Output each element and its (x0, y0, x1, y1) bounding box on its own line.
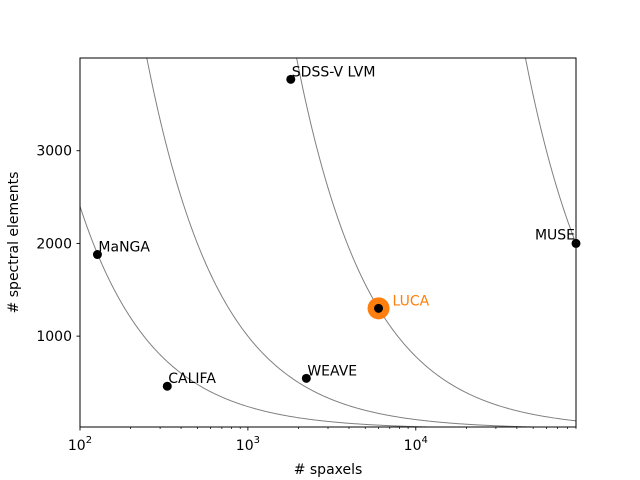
point-califa (162, 381, 172, 391)
y-tick-label: 2000 (36, 236, 72, 252)
point-sdss-v-lvm (286, 74, 296, 84)
x-tick-label: 102 (68, 435, 92, 454)
y-tick-label: 3000 (36, 144, 72, 160)
x-axis-label: # spaxels (294, 462, 363, 478)
x-tick-label: 103 (236, 435, 260, 454)
point-luca (374, 303, 384, 313)
iso-curve-4 (524, 58, 576, 244)
point-label-sdss-v-lvm: SDSS-V LVM (292, 64, 376, 80)
point-label-manga: MaNGA (98, 240, 150, 256)
y-tick-label: 1000 (36, 329, 72, 345)
x-axis-ticks: 102 103 104 (68, 427, 577, 454)
iso-curve-3 (296, 58, 576, 422)
y-axis-label: # spectral elements (6, 172, 22, 314)
point-label-weave: WEAVE (307, 363, 357, 379)
iso-curve-2 (146, 58, 557, 427)
y-axis-ticks: 1000 2000 3000 (36, 144, 80, 345)
point-weave (301, 373, 311, 383)
iso-curves (80, 58, 576, 427)
point-manga (92, 250, 102, 260)
x-tick-label: 104 (404, 435, 428, 454)
point-label-muse: MUSE (535, 227, 575, 243)
iso-curve-1 (80, 206, 453, 427)
point-label-luca: LUCA (393, 293, 430, 309)
point-label-califa: CALIFA (168, 371, 216, 387)
data-points: MaNGA CALIFA SDSS-V LVM WEAVE MUSE LUCA (92, 64, 581, 391)
